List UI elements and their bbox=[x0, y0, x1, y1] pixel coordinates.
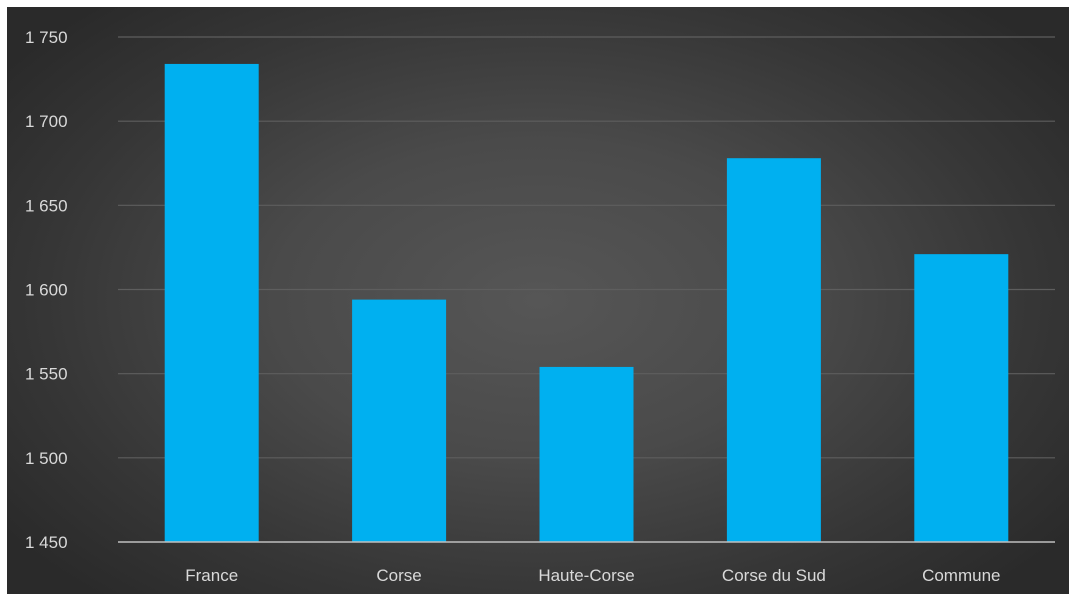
bars bbox=[164, 63, 1009, 542]
bar-haute-corse bbox=[539, 366, 634, 542]
gridlines bbox=[118, 36, 1055, 459]
bar-chart: 1 450 1 500 1 550 1 600 1 650 1 700 1 750 Fran… bbox=[25, 28, 1055, 585]
x-tick-label: France bbox=[185, 566, 238, 585]
y-tick-label: 1 500 bbox=[25, 449, 68, 468]
bar-corse bbox=[352, 299, 447, 542]
chart-area: 1 450 1 500 1 550 1 600 1 650 1 700 1 750 Fran… bbox=[7, 7, 1069, 594]
y-tick-label: 1 650 bbox=[25, 196, 68, 215]
y-tick-label: 1 450 bbox=[25, 533, 68, 552]
y-tick-label: 1 550 bbox=[25, 365, 68, 384]
x-tick-label: Haute-Corse bbox=[538, 566, 634, 585]
bar-commune bbox=[914, 254, 1009, 542]
bar-france bbox=[164, 63, 259, 542]
y-tick-label: 1 750 bbox=[25, 28, 68, 47]
x-tick-label: Commune bbox=[922, 566, 1000, 585]
x-axis-labels: France Corse Haute-Corse Corse du Sud Commun… bbox=[185, 566, 1000, 585]
x-tick-label: Corse du Sud bbox=[722, 566, 826, 585]
y-tick-label: 1 600 bbox=[25, 281, 68, 300]
y-axis-ticks: 1 450 1 500 1 550 1 600 1 650 1 700 1 750 bbox=[25, 28, 68, 552]
x-tick-label: Corse bbox=[376, 566, 421, 585]
bar-corse-du-sud bbox=[726, 158, 821, 542]
y-tick-label: 1 700 bbox=[25, 112, 68, 131]
